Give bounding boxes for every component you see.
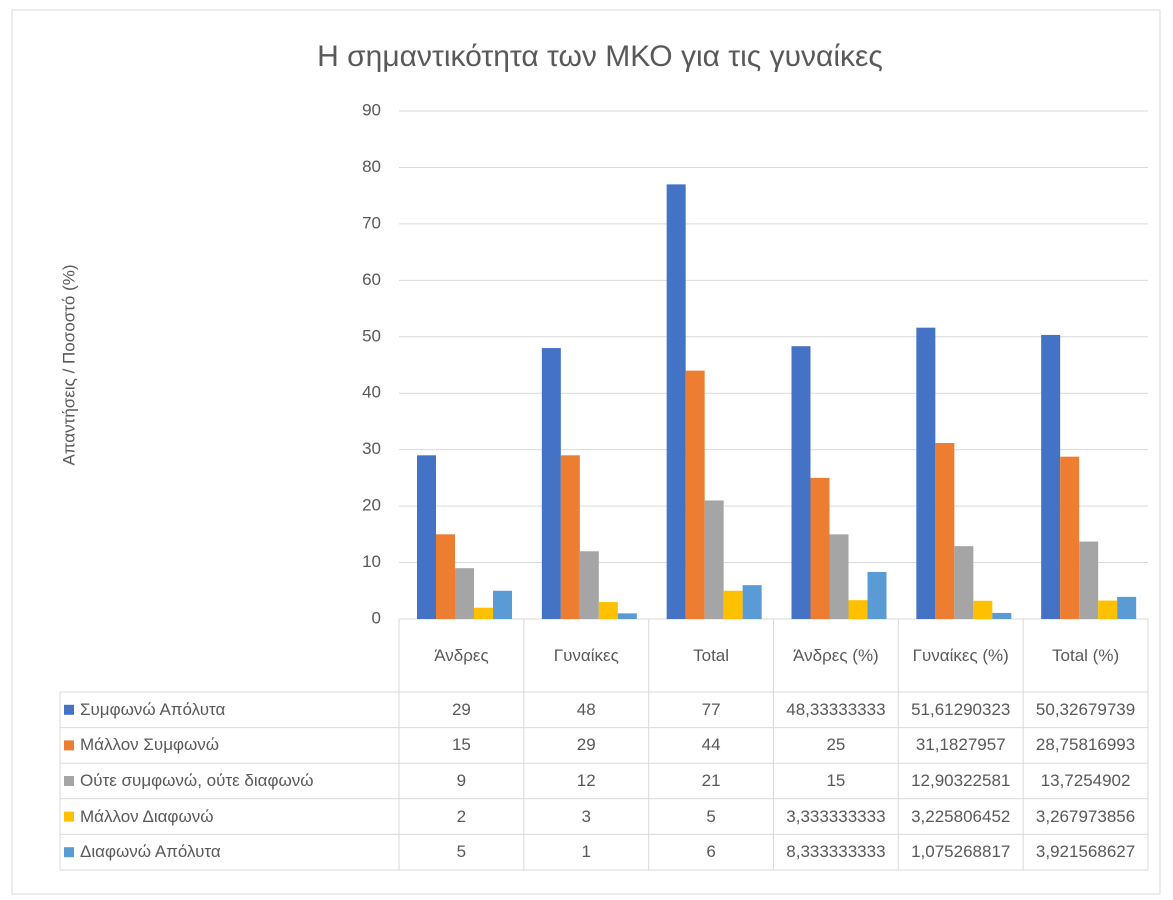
bar [455,568,474,619]
y-tick-label: 0 [372,608,381,627]
bar [829,534,849,619]
table-value: 5 [706,806,716,826]
bar [417,455,436,619]
legend-key [64,704,74,715]
category-header: Total [693,645,730,665]
table-value: 3 [581,806,591,826]
table-value: 1 [581,842,591,862]
table-value: 31,1827957 [915,735,1006,755]
table-value: 12 [576,770,596,790]
bar [1117,596,1137,619]
bar [560,455,580,619]
legend-key [64,811,74,822]
legend-label: Μάλλον Συμφωνώ [80,735,220,755]
table-value: 8,333333333 [786,842,886,862]
table-value: 3,333333333 [786,806,886,826]
category-header: Total (%) [1052,645,1120,665]
bar [493,590,512,619]
table-value: 1,075268817 [911,842,1011,862]
chart-title: Η σημαντικότητα των ΜΚΟ για τις γυναίκες [317,40,883,73]
legend-key [64,740,74,751]
y-tick-label: 30 [362,439,381,458]
bar [1079,541,1099,619]
y-axis-label: Απαντήσεις / Ποσοστό (%) [59,264,78,465]
legend-key [64,776,74,786]
table-value: 29 [576,735,596,755]
bar [791,346,811,619]
bar [954,546,974,619]
table-value: 15 [826,770,846,790]
bar [436,534,455,619]
bar [704,500,724,619]
bar [973,600,993,619]
table-value: 2 [456,806,467,826]
category-header: Άνδρες (%) [793,645,879,665]
y-tick-label: 70 [362,213,381,232]
bar [992,612,1012,619]
table-value: 48 [576,699,596,719]
bar [541,348,561,619]
category-header: Άνδρες [434,645,489,665]
y-tick-label: 50 [362,326,381,345]
bar [1060,456,1080,619]
bar [935,442,955,619]
table-value: 29 [451,699,471,719]
legend-key [64,847,74,858]
bar [666,184,686,619]
bar [685,370,705,619]
bar [810,477,830,619]
legend-label: Ούτε συμφωνώ, ούτε διαφωνώ [80,770,314,790]
y-tick-label: 60 [362,270,381,289]
bar [848,600,868,619]
y-tick-label: 20 [362,496,381,515]
table-value: 28,75816993 [1035,735,1136,755]
bar [617,613,637,619]
table-value: 48,33333333 [786,699,886,719]
table-value: 15 [451,735,471,755]
category-header: Γυναίκες (%) [912,645,1009,665]
table-value: 44 [701,735,721,755]
table-value: 3,921568627 [1035,842,1136,862]
bar [916,327,936,619]
bar [598,602,618,619]
bar [723,590,743,619]
table-value: 12,90322581 [911,770,1011,790]
table-value: 21 [701,770,721,790]
bar [867,571,887,619]
bar [1041,334,1061,619]
legend-label: Συμφωνώ Απόλυτα [80,699,226,719]
bar [1098,600,1118,619]
y-tick-label: 80 [362,157,381,176]
table-value: 3,225806452 [911,806,1011,826]
chart-border [11,9,1161,895]
table-value: 77 [701,699,721,719]
table-value: 13,7254902 [1040,770,1131,790]
table-value: 50,32679739 [1035,699,1136,719]
legend-label: Μάλλον Διαφωνώ [80,806,214,826]
y-tick-label: 40 [362,383,381,402]
table-value: 3,267973856 [1035,806,1136,826]
table-value: 5 [456,842,467,862]
y-tick-label: 10 [362,552,381,571]
bar [474,607,493,619]
table-value: 51,61290323 [911,699,1011,719]
legend-label: Διαφωνώ Απόλυτα [80,842,221,862]
table-value: 25 [826,735,846,755]
bar [579,551,599,619]
table-value: 6 [706,842,716,862]
category-header: Γυναίκες [553,645,619,665]
bar [742,585,762,619]
y-tick-label: 90 [362,100,381,119]
table-value: 9 [456,770,467,790]
